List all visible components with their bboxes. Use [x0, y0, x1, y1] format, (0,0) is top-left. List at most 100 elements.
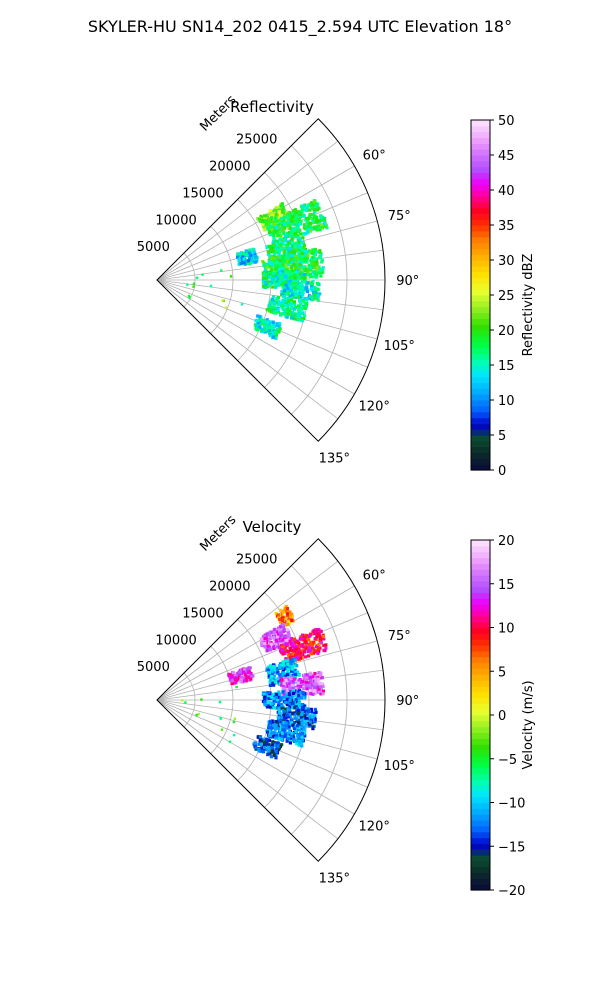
radar-gate	[319, 218, 323, 222]
radar-gate	[319, 682, 324, 686]
radar-gate	[267, 743, 271, 747]
radar-gate	[313, 689, 317, 693]
radar-gate	[250, 254, 255, 258]
radar-gate	[269, 310, 274, 314]
radar-gate	[293, 658, 297, 662]
radar-gate	[279, 716, 283, 720]
radar-gate	[270, 297, 275, 302]
radar-gate	[264, 747, 269, 752]
radar-gate	[300, 732, 305, 736]
radar-gate	[284, 700, 288, 705]
radar-gate	[238, 252, 242, 256]
range-tick-label: 20000	[209, 580, 250, 595]
radar-gate	[297, 700, 302, 705]
radar-gate	[281, 301, 285, 305]
radar-gate	[276, 703, 281, 707]
range-tick-label: 15000	[182, 606, 223, 621]
radar-gate	[295, 707, 299, 711]
radar-gate	[265, 632, 269, 636]
radar-gate	[271, 676, 275, 680]
radar-gate	[273, 680, 277, 684]
radar-gate	[268, 734, 272, 738]
radar-gate	[279, 696, 283, 700]
radar-gate	[284, 280, 288, 284]
radar-gate	[270, 692, 274, 697]
radar-gate	[263, 743, 267, 748]
radar-gate	[292, 645, 296, 649]
radar-gate	[302, 314, 307, 318]
radar-gate	[230, 681, 234, 686]
radar-gate	[276, 741, 280, 745]
radar-gate	[299, 636, 303, 641]
radar-gate	[269, 664, 273, 668]
radar-gate	[290, 304, 294, 309]
radar-gate	[315, 635, 319, 639]
radar-gate	[295, 640, 299, 645]
colorbar-segment	[471, 866, 490, 874]
radar-gate	[291, 711, 295, 715]
radar-gate	[261, 747, 265, 751]
radar-gate	[270, 257, 274, 261]
radar-gate	[320, 267, 324, 271]
range-tick-label: 25000	[236, 133, 277, 148]
radar-gate	[314, 203, 318, 208]
colorbar-segment	[471, 265, 490, 273]
radar-gate	[306, 269, 310, 273]
radar-gate	[269, 667, 274, 671]
radar-gate	[283, 648, 287, 652]
radar-gate	[282, 255, 286, 259]
radar-gate	[313, 707, 317, 712]
colorbar-segment	[471, 586, 490, 594]
radar-gate	[298, 263, 302, 267]
radar-gate	[262, 262, 266, 267]
radar-gate	[277, 214, 281, 218]
radar-gate	[281, 663, 285, 667]
radar-panel-reflectivity: 500010000150002000025000Meters60°75°90°1…	[137, 92, 536, 479]
radar-gate	[296, 317, 300, 322]
colorbar-segment	[471, 137, 490, 144]
colorbar-segment	[471, 178, 490, 185]
radar-gate	[320, 636, 324, 641]
radar-gate	[288, 250, 292, 254]
radar-gate	[272, 734, 276, 738]
radar-gate	[257, 749, 261, 753]
radar-gate	[293, 706, 297, 710]
radar-gate	[271, 285, 275, 289]
radar-gate	[294, 313, 298, 318]
radar-gate	[281, 645, 285, 649]
radar-gate	[248, 666, 252, 670]
radar-gate	[292, 637, 296, 641]
radar-gate	[288, 712, 292, 717]
radar-gate	[292, 222, 296, 227]
radar-gate	[299, 276, 303, 280]
radar-gate	[297, 250, 301, 254]
colorbar-tick-label: 5	[498, 665, 506, 680]
radar-gate	[318, 639, 322, 643]
radar-gate	[293, 226, 297, 230]
radar-gate	[271, 663, 276, 667]
radar-gate	[276, 676, 280, 681]
azimuth-tick-label: 120°	[359, 819, 390, 834]
radar-gate	[312, 631, 316, 636]
radar-gate	[303, 306, 307, 310]
radar-gate	[285, 222, 290, 226]
colorbar-segment	[471, 201, 490, 209]
radar-gate	[289, 277, 293, 281]
radar-gate	[294, 270, 298, 274]
radar-gate	[273, 670, 277, 674]
radar-gate	[269, 630, 273, 634]
radar-gate	[306, 219, 310, 223]
radar-gate	[287, 230, 292, 235]
radar-gate	[280, 732, 285, 736]
radar-gate	[296, 219, 300, 224]
radar-gate	[219, 716, 222, 720]
radar-gate	[285, 697, 289, 701]
radar-gate	[295, 653, 299, 657]
colorbar-segment	[471, 388, 490, 395]
radar-gate	[269, 676, 273, 680]
radar-gate	[311, 692, 315, 696]
azimuth-gridline	[156, 699, 384, 731]
radar-gate	[246, 259, 251, 263]
radar-gate	[286, 673, 290, 677]
radar-gate	[283, 278, 287, 283]
